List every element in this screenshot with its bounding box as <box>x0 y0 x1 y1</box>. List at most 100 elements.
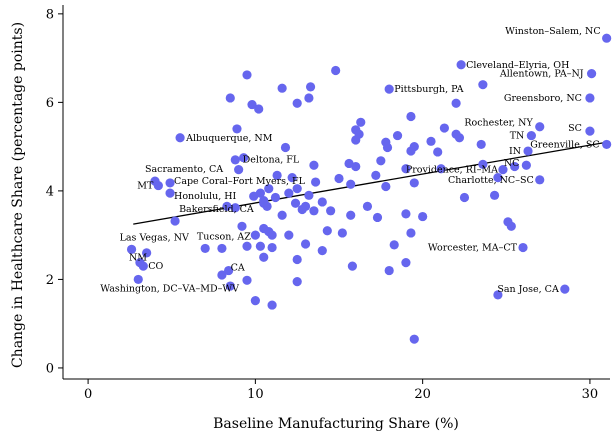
point-label: CA <box>231 263 245 274</box>
data-point <box>287 173 297 183</box>
data-point <box>346 179 356 189</box>
data-point <box>585 126 595 136</box>
point-label: Charlotte, NC–SC <box>448 175 534 186</box>
data-point <box>382 142 393 153</box>
point-label: Sacramento, CA <box>145 164 223 175</box>
data-point <box>476 139 486 150</box>
data-point <box>433 147 443 157</box>
point-label: Washington, DC–VA–MD–WV <box>100 283 239 294</box>
data-point <box>249 191 259 201</box>
data-point <box>478 80 488 90</box>
y-tick-label: 2 <box>46 273 54 288</box>
data-point <box>322 226 332 236</box>
data-point <box>200 243 210 254</box>
data-point <box>292 254 302 265</box>
data-point <box>560 284 570 294</box>
data-point <box>284 230 294 240</box>
point-label: IN <box>509 146 521 157</box>
data-point <box>230 203 240 213</box>
point-label: Albuquerque, NM <box>185 133 273 144</box>
data-point <box>317 246 327 256</box>
data-point <box>277 210 287 220</box>
y-tick-label: 4 <box>46 184 54 199</box>
x-tick-label: 0 <box>84 387 92 402</box>
data-point <box>138 261 148 271</box>
data-point <box>242 275 252 285</box>
data-point <box>304 190 314 200</box>
data-point <box>334 173 344 184</box>
data-point <box>384 84 394 94</box>
data-point <box>418 211 428 222</box>
data-point <box>230 155 240 165</box>
data-point <box>242 241 252 251</box>
data-point <box>225 93 235 103</box>
data-point <box>535 175 545 185</box>
data-point <box>376 156 386 166</box>
data-point <box>326 206 336 216</box>
data-point <box>290 198 301 208</box>
data-point <box>459 192 470 203</box>
axis-ticks: 0 10 20 30 0 2 4 6 8 <box>46 7 598 402</box>
data-points <box>126 33 612 344</box>
point-label: Cleveland–Elyria, OH <box>466 60 569 71</box>
point-label: San Jose, CA <box>497 284 559 295</box>
data-point <box>371 170 381 181</box>
data-point <box>356 117 366 127</box>
data-point <box>518 242 528 253</box>
point-label: NM <box>129 253 147 264</box>
data-point <box>297 204 307 215</box>
data-point <box>250 296 260 306</box>
data-point <box>585 93 595 103</box>
data-point <box>234 165 244 175</box>
data-point <box>292 98 302 108</box>
data-point <box>250 230 260 240</box>
data-point <box>389 240 399 250</box>
data-point <box>133 274 143 285</box>
data-point <box>280 142 291 153</box>
x-tick-label: 10 <box>247 387 264 402</box>
point-label: NC <box>504 158 520 169</box>
data-point <box>237 221 247 231</box>
data-point <box>217 243 227 254</box>
data-point <box>292 184 302 194</box>
point-label: Rochester, NY <box>464 118 533 129</box>
data-point <box>262 201 272 211</box>
data-point <box>267 242 277 253</box>
data-point <box>401 209 411 219</box>
data-point <box>247 99 257 110</box>
point-label: Providence, RI–MA <box>406 165 498 176</box>
data-point <box>409 334 419 344</box>
data-point <box>239 153 249 163</box>
data-point <box>493 173 503 183</box>
data-point <box>401 164 411 174</box>
y-tick-label: 0 <box>46 361 54 376</box>
data-point <box>384 265 394 276</box>
point-label: MT <box>137 181 154 192</box>
point-label: SC <box>568 123 582 134</box>
data-point <box>331 65 341 76</box>
point-label: Allentown, PA–NJ <box>499 69 584 80</box>
point-label: TN <box>510 131 525 142</box>
data-point <box>270 192 281 203</box>
data-point <box>254 104 264 114</box>
data-point <box>602 139 612 150</box>
data-point <box>426 136 436 146</box>
data-point <box>317 197 327 207</box>
data-point <box>401 257 411 268</box>
data-point <box>602 33 612 43</box>
data-point <box>489 190 500 200</box>
data-point <box>347 261 357 271</box>
data-point <box>456 60 466 70</box>
data-point <box>153 180 163 191</box>
data-point <box>381 181 391 192</box>
data-point <box>406 111 416 122</box>
data-point <box>255 241 265 251</box>
y-tick-label: 8 <box>46 7 54 22</box>
data-point <box>436 164 446 174</box>
point-label: Tucson, AZ <box>197 231 251 242</box>
data-point <box>259 252 269 262</box>
data-point <box>498 165 508 175</box>
data-point <box>586 69 597 79</box>
x-tick-label: 20 <box>414 387 431 402</box>
data-point <box>409 178 419 188</box>
